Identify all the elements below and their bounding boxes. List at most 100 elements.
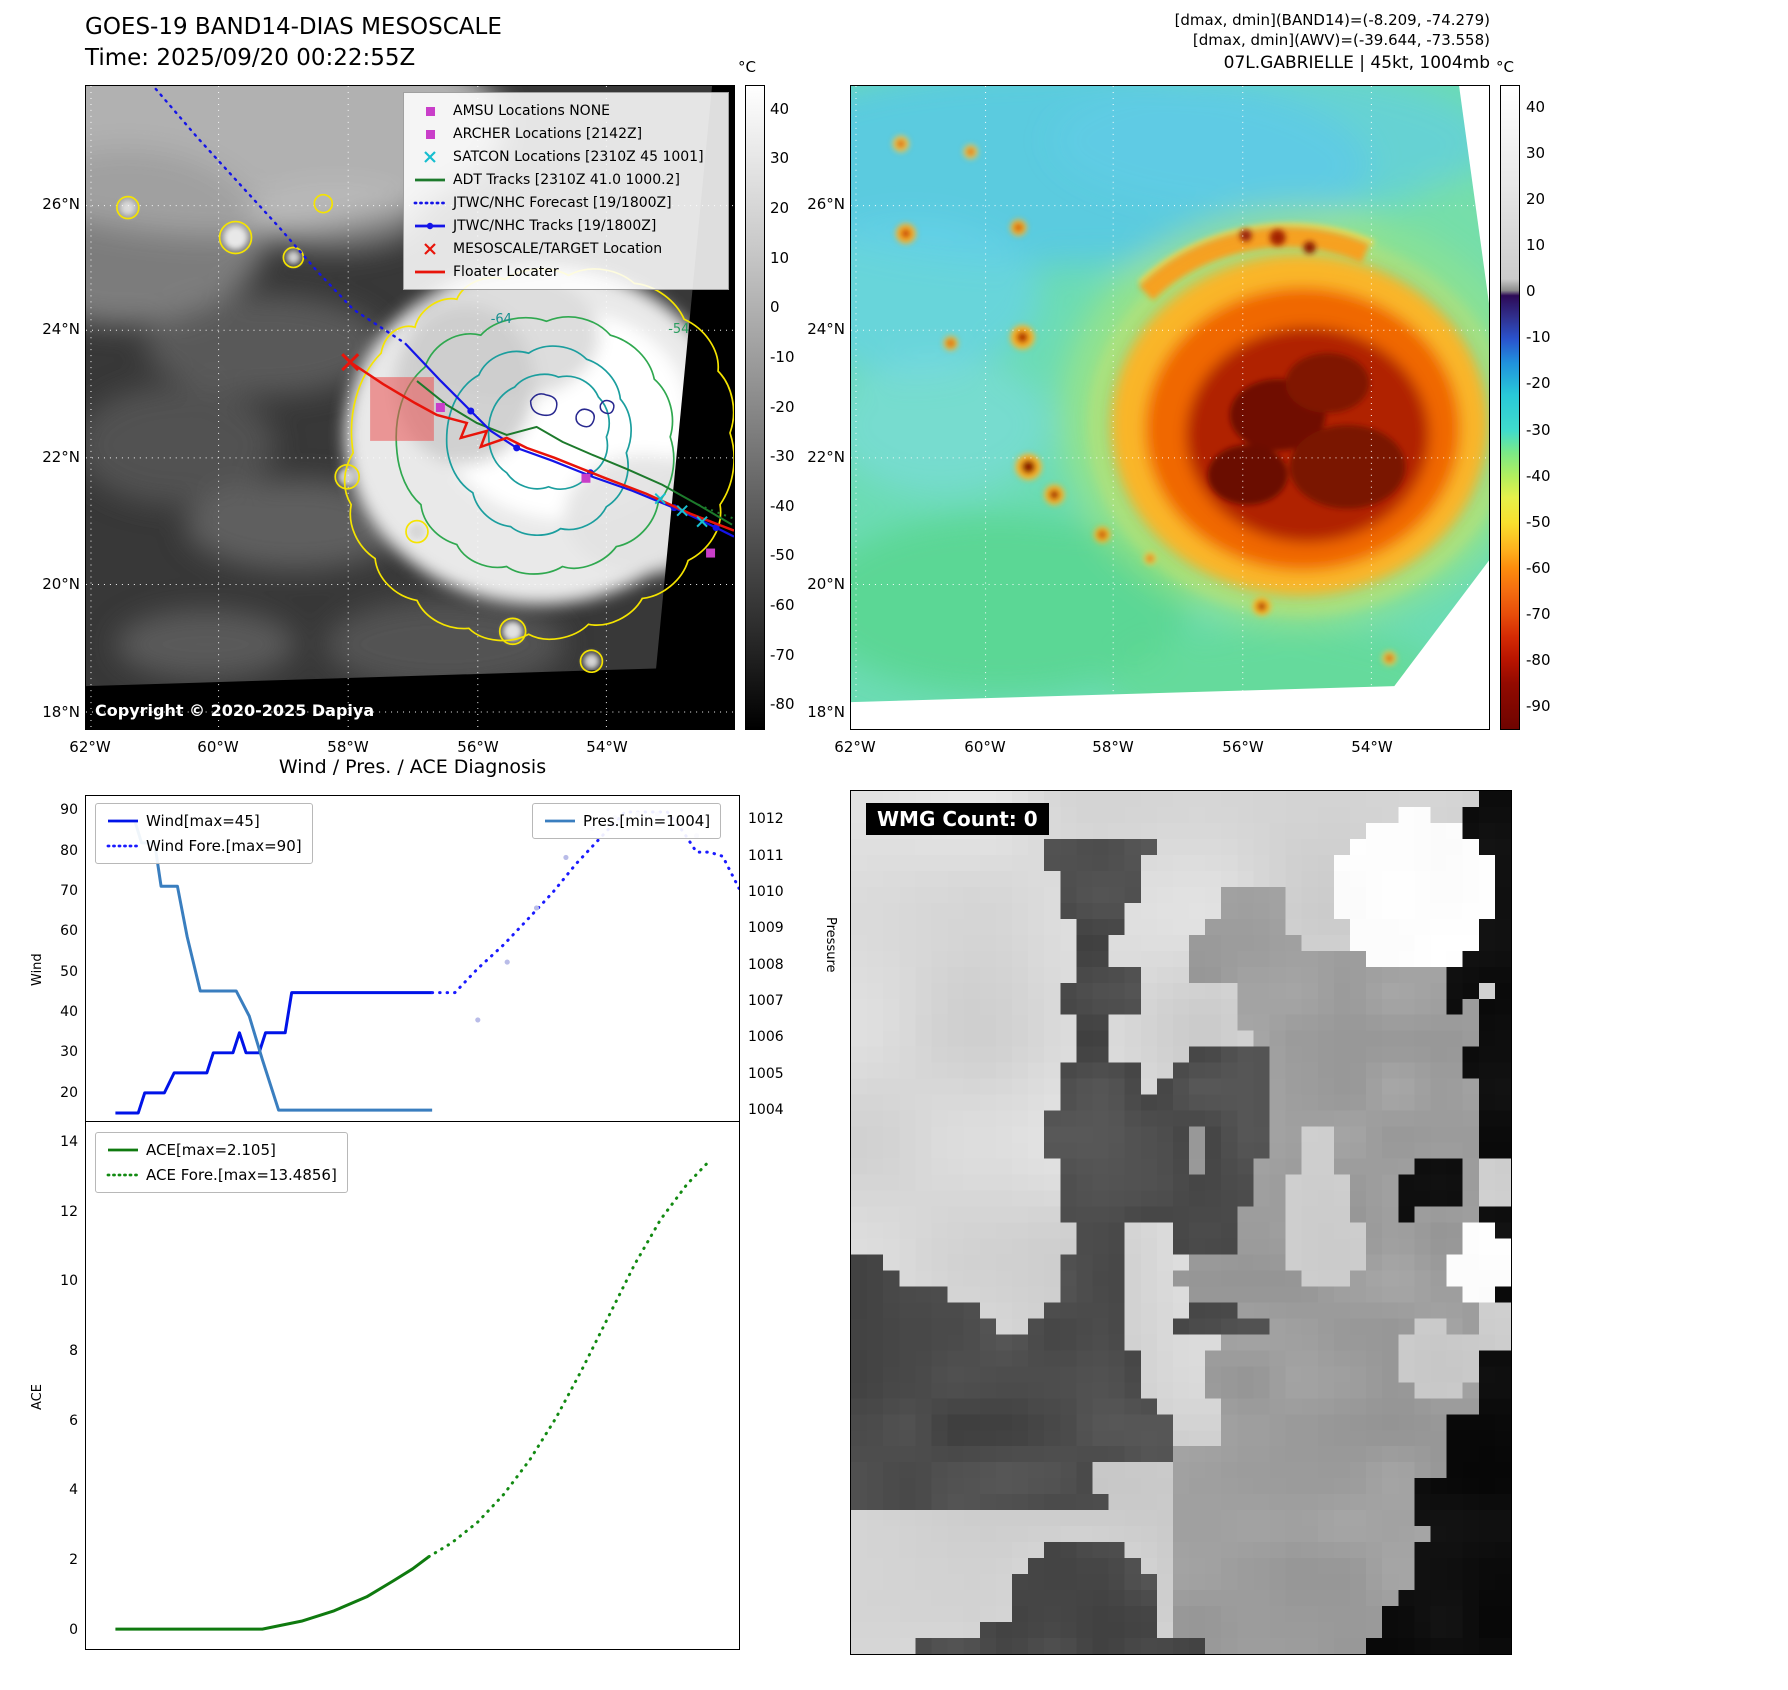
colorbar-tick: -40 <box>1526 466 1551 485</box>
colorbar-tick: -30 <box>770 447 795 466</box>
legend-label: Pres.[min=1004] <box>583 812 711 830</box>
legend-label: MESOSCALE/TARGET Location <box>453 240 663 257</box>
colorbar-tick: 30 <box>1526 144 1546 163</box>
colorbar-tick: -70 <box>1526 604 1551 623</box>
adt-track-dashed-tail <box>697 503 734 520</box>
legend-label: ACE[max=2.105] <box>146 1141 276 1159</box>
legend-item: Floater Locater <box>413 261 719 282</box>
lon-tick: 62°W <box>69 738 111 756</box>
ace-tick: 4 <box>69 1482 78 1499</box>
legend-label: ADT Tracks [2310Z 41.0 1000.2] <box>453 171 680 188</box>
ace-legend: ACE[max=2.105] ACE Fore.[max=13.4856] <box>95 1132 348 1193</box>
lat-tick: 18°N <box>807 703 845 721</box>
colorbar-tick: -90 <box>1526 696 1551 715</box>
lon-tick: 56°W <box>1222 738 1264 756</box>
cloud-texture <box>86 86 565 690</box>
lat-tick: 20°N <box>42 575 80 593</box>
legend-item: MESOSCALE/TARGET Location <box>413 238 719 259</box>
lat-tick: 26°N <box>807 195 845 213</box>
temperature-contours <box>116 193 734 674</box>
satcon-x-markers <box>654 493 708 528</box>
ace-tick: 12 <box>60 1203 78 1220</box>
outer-convective-band <box>1139 227 1370 301</box>
wmg-classification-image <box>851 791 1511 1654</box>
pressure-tick: 1005 <box>748 1065 784 1082</box>
colorbar-tick: 20 <box>1526 190 1546 209</box>
wind-legend: Wind[max=45] Wind Fore.[max=90] <box>95 803 313 864</box>
lat-tick: 22°N <box>42 448 80 466</box>
legend-item: ARCHER Locations [2142Z] <box>413 123 719 144</box>
ace-tick: 2 <box>69 1552 78 1569</box>
legend-marker-icon <box>424 150 436 163</box>
awv-colorbar-unit: °C <box>1496 58 1514 76</box>
jtwc-best-track <box>404 342 734 538</box>
legend-marker-icon <box>424 242 436 255</box>
pressure-tick: 1010 <box>748 884 784 901</box>
legend-marker-icon <box>108 1148 138 1152</box>
legend-marker-icon <box>415 178 445 181</box>
colorbar-tick: -60 <box>770 595 795 614</box>
pressure-tick: 1007 <box>748 993 784 1010</box>
awv-dmax-dmin-awv: [dmax, dmin](AWV)=(-39.644, -73.558) <box>1192 31 1490 49</box>
legend-label: ACE Fore.[max=13.4856] <box>146 1166 337 1184</box>
legend-item: SATCON Locations [2310Z 45 1001] <box>413 146 719 167</box>
adt-track <box>416 380 733 526</box>
colorbar-tick: 30 <box>770 149 790 168</box>
wind-tick: 90 <box>60 802 78 819</box>
pressure-tick: 1011 <box>748 847 784 864</box>
colorbar-tick: -50 <box>1526 512 1551 531</box>
legend-item: AMSU Locations NONE <box>413 100 719 121</box>
colorbar-tick: -30 <box>1526 420 1551 439</box>
small-convective-cells <box>119 199 600 670</box>
wind-tick: 60 <box>60 923 78 940</box>
colorbar-tick: 10 <box>770 248 790 267</box>
no-data-bottom-strip <box>86 668 734 729</box>
awv-header-block: [dmax, dmin](BAND14)=(-8.209, -74.279) [… <box>1175 10 1490 73</box>
observed-series-line <box>115 1555 430 1631</box>
awv-satellite-image <box>851 86 1489 729</box>
lon-tick: 54°W <box>1351 738 1393 756</box>
lat-tick: 24°N <box>42 320 80 338</box>
lat-tick: 26°N <box>42 195 80 213</box>
lon-tick: 60°W <box>964 738 1006 756</box>
lat-tick: 20°N <box>807 575 845 593</box>
band14-colorbar <box>745 85 765 730</box>
wind-tick: 70 <box>60 882 78 899</box>
legend-marker-icon <box>413 201 447 204</box>
pressure-tick: 1004 <box>748 1102 784 1119</box>
legend-marker-icon <box>415 222 445 229</box>
awv-colorbar <box>1500 85 1520 730</box>
no-data-top-right <box>1459 86 1489 304</box>
legend-marker-icon <box>426 106 435 116</box>
legend-marker-icon <box>415 270 445 273</box>
legend-marker-icon <box>106 844 140 848</box>
lon-tick: 62°W <box>834 738 876 756</box>
legend-label: SATCON Locations [2310Z 45 1001] <box>453 148 704 165</box>
colorbar-tick: 0 <box>1526 282 1536 301</box>
awv-dmax-dmin-band14: [dmax, dmin](BAND14)=(-8.209, -74.279) <box>1174 11 1490 29</box>
contour-label-64: -64 <box>491 312 512 327</box>
ace-axis-label: ACE <box>30 1384 45 1410</box>
forecast-series-line <box>427 1159 712 1559</box>
band14-title: GOES-19 BAND14-DIAS MESOSCALE <box>85 14 502 40</box>
legend-item: JTWC/NHC Forecast [19/1800Z] <box>413 192 719 213</box>
pressure-legend: Pres.[min=1004] <box>532 803 722 839</box>
legend-item: Pres.[min=1004] <box>543 810 710 832</box>
ace-tick: 6 <box>69 1412 78 1429</box>
band14-legend: AMSU Locations NONE ARCHER Locations [214… <box>403 92 729 290</box>
ace-plot-area <box>115 1159 712 1631</box>
outer-band-fringe <box>1138 222 1375 286</box>
archer-square-markers <box>435 403 716 558</box>
lon-tick: 60°W <box>197 738 239 756</box>
contour-label-54: -54 <box>668 322 689 337</box>
colorbar-tick: -50 <box>770 546 795 565</box>
colorbar-tick: -10 <box>770 347 795 366</box>
no-data-bottom <box>851 560 1489 729</box>
forecast-series-line <box>430 810 739 995</box>
wind-tick: 30 <box>60 1044 78 1061</box>
forecast-point <box>475 1017 481 1023</box>
ace-tick: 0 <box>69 1621 78 1638</box>
observed-series-line <box>115 819 433 1112</box>
lat-tick: 24°N <box>807 320 845 338</box>
legend-marker-icon <box>106 1173 140 1177</box>
